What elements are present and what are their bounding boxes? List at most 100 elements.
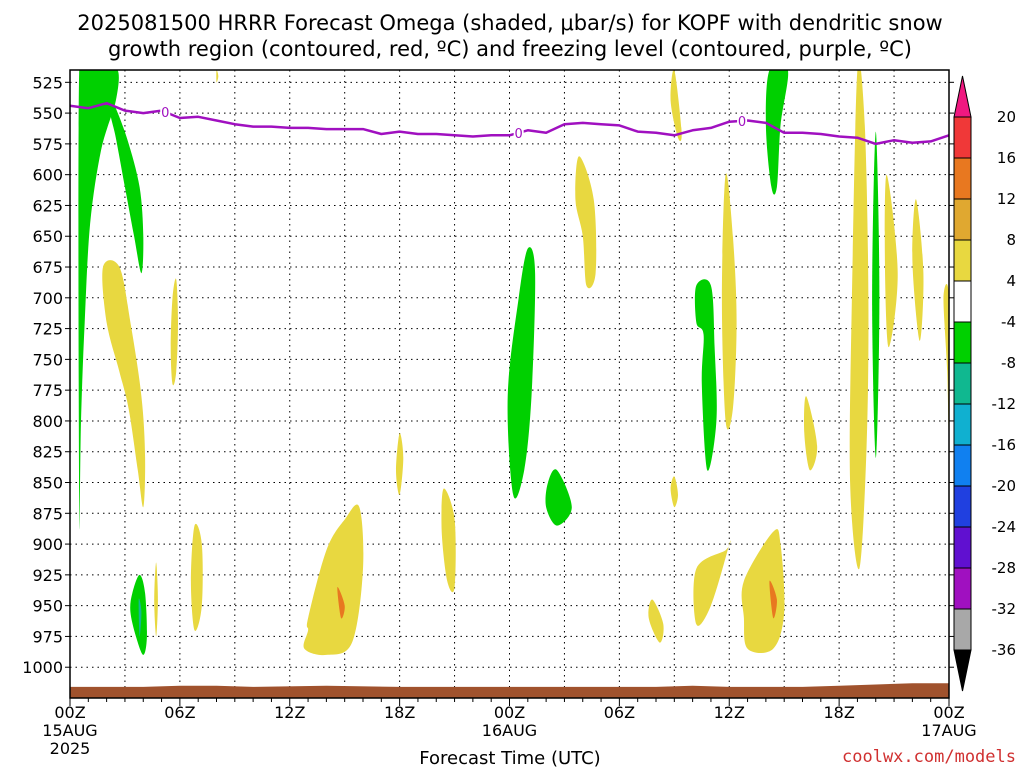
colorbar-label: 20 xyxy=(997,108,1016,126)
terrain-surface xyxy=(70,683,949,698)
colorbar-bin xyxy=(953,608,972,651)
colorbar-bin xyxy=(953,362,972,405)
colorbar-label: -28 xyxy=(992,559,1017,577)
colorbar-bin xyxy=(953,198,972,241)
omega-region-25 xyxy=(804,396,818,471)
omega-region-8 xyxy=(216,70,219,83)
omega-region-5 xyxy=(190,523,203,632)
x-tick-label: 00Z xyxy=(494,703,525,722)
colorbar-bin xyxy=(953,649,972,692)
chart-title-line2: growth region (contoured, red, ºC) and f… xyxy=(108,37,912,61)
y-tick-label: 975 xyxy=(32,627,63,646)
omega-region-22 xyxy=(765,70,789,195)
omega-region-11 xyxy=(396,433,404,495)
omega-region-24 xyxy=(769,580,777,619)
y-tick-label: 825 xyxy=(32,443,63,462)
colorbar-bin xyxy=(953,403,972,446)
omega-region-14 xyxy=(575,156,597,289)
y-axis: 525 550 575 600 625 650 675 700 725 750 775 800 825 8… xyxy=(22,73,954,677)
chart-title-line1: 2025081500 HRRR Forecast Omega (shaded, … xyxy=(77,11,942,35)
colorbar-bin xyxy=(953,567,972,610)
omega-region-12 xyxy=(441,488,456,593)
x-tick-date-label: 16AUG xyxy=(482,721,537,740)
y-tick-label: 800 xyxy=(32,412,63,431)
omega-region-10 xyxy=(337,587,345,619)
y-tick-label: 950 xyxy=(32,597,63,616)
colorbar-label: -36 xyxy=(992,641,1017,659)
omega-region-7 xyxy=(138,598,142,637)
freezing-level-layer: 0 0 0 xyxy=(70,101,949,146)
y-tick-label: 775 xyxy=(32,381,63,400)
colorbar-bin xyxy=(953,526,972,569)
colorbar-bin xyxy=(953,444,972,487)
y-tick-label: 650 xyxy=(32,227,63,246)
omega-region-3 xyxy=(170,278,178,386)
y-tick-label: 625 xyxy=(32,196,63,215)
colorbar-bin xyxy=(953,116,972,159)
freezing-level-line xyxy=(70,101,949,146)
omega-region-30 xyxy=(943,284,949,442)
gridlines xyxy=(70,70,949,698)
omega-region-17 xyxy=(670,70,682,142)
colorbar-label: -16 xyxy=(992,436,1017,454)
colorbar-bin xyxy=(953,157,972,200)
freezing-level-label: 0 xyxy=(515,127,523,142)
colorbar-label: -24 xyxy=(992,518,1017,536)
y-tick-label: 550 xyxy=(32,104,63,123)
x-tick-label: 18Z xyxy=(823,703,854,722)
omega-region-15 xyxy=(545,469,572,526)
x-tick-date-label: 17AUG xyxy=(921,721,976,740)
y-tick-label: 600 xyxy=(32,166,63,185)
x-tick-label: 06Z xyxy=(604,703,635,722)
colorbar-label: -32 xyxy=(992,600,1017,618)
omega-region-20 xyxy=(693,540,731,626)
x-tick-label: 06Z xyxy=(164,703,195,722)
omega-region-2 xyxy=(102,260,146,508)
x-tick-year-label: 2025 xyxy=(50,739,91,758)
y-tick-label: 525 xyxy=(32,73,63,92)
omega-region-27 xyxy=(872,131,880,458)
y-tick-label: 750 xyxy=(32,350,63,369)
omega-region-23 xyxy=(741,529,785,653)
colorbar-label: -4 xyxy=(1001,313,1016,331)
omega-region-0 xyxy=(78,70,119,530)
x-tick-label: 00Z xyxy=(54,703,85,722)
x-axis-label: Forecast Time (UTC) xyxy=(419,748,600,768)
y-tick-label: 875 xyxy=(32,504,63,523)
omega-region-18 xyxy=(670,476,678,508)
y-tick-label: 725 xyxy=(32,320,63,339)
omega-region-6 xyxy=(130,574,147,655)
colorbar-label: 16 xyxy=(997,149,1016,167)
y-tick-label: 850 xyxy=(32,474,63,493)
colorbar-bin xyxy=(953,280,972,323)
y-tick-label: 900 xyxy=(32,535,63,554)
terrain-layer xyxy=(70,683,949,698)
y-tick-label: 675 xyxy=(32,258,63,277)
omega-region-13 xyxy=(507,247,536,499)
colorbar-bin xyxy=(953,321,972,364)
colorbar-bin xyxy=(953,485,972,528)
freezing-label-bg xyxy=(160,105,171,120)
freezing-label-bg xyxy=(737,113,748,128)
y-tick-label: 700 xyxy=(32,289,63,308)
omega-shading xyxy=(78,70,949,656)
colorbar-label: -8 xyxy=(1001,354,1016,372)
colorbar-bin xyxy=(953,239,972,282)
omega-region-4 xyxy=(154,562,158,637)
y-tick-label: 1000 xyxy=(22,658,63,677)
colorbar-label: 12 xyxy=(997,190,1016,208)
omega-region-19 xyxy=(694,279,717,471)
colorbar: 20 16 12 8 4 -4 -8 -12 -16 -20 -24 -28 -32 -36 xyxy=(953,75,1017,692)
y-tick-label: 575 xyxy=(32,135,63,154)
omega-region-9 xyxy=(303,504,364,656)
x-tick-label: 00Z xyxy=(933,703,964,722)
omega-region-26 xyxy=(849,70,869,570)
x-tick-date-label: 15AUG xyxy=(42,721,97,740)
freezing-label-bg xyxy=(513,125,524,140)
omega-region-28 xyxy=(884,174,898,348)
omega-region-1 xyxy=(109,99,144,274)
x-tick-label: 18Z xyxy=(384,703,415,722)
colorbar-label: 4 xyxy=(1006,272,1016,290)
